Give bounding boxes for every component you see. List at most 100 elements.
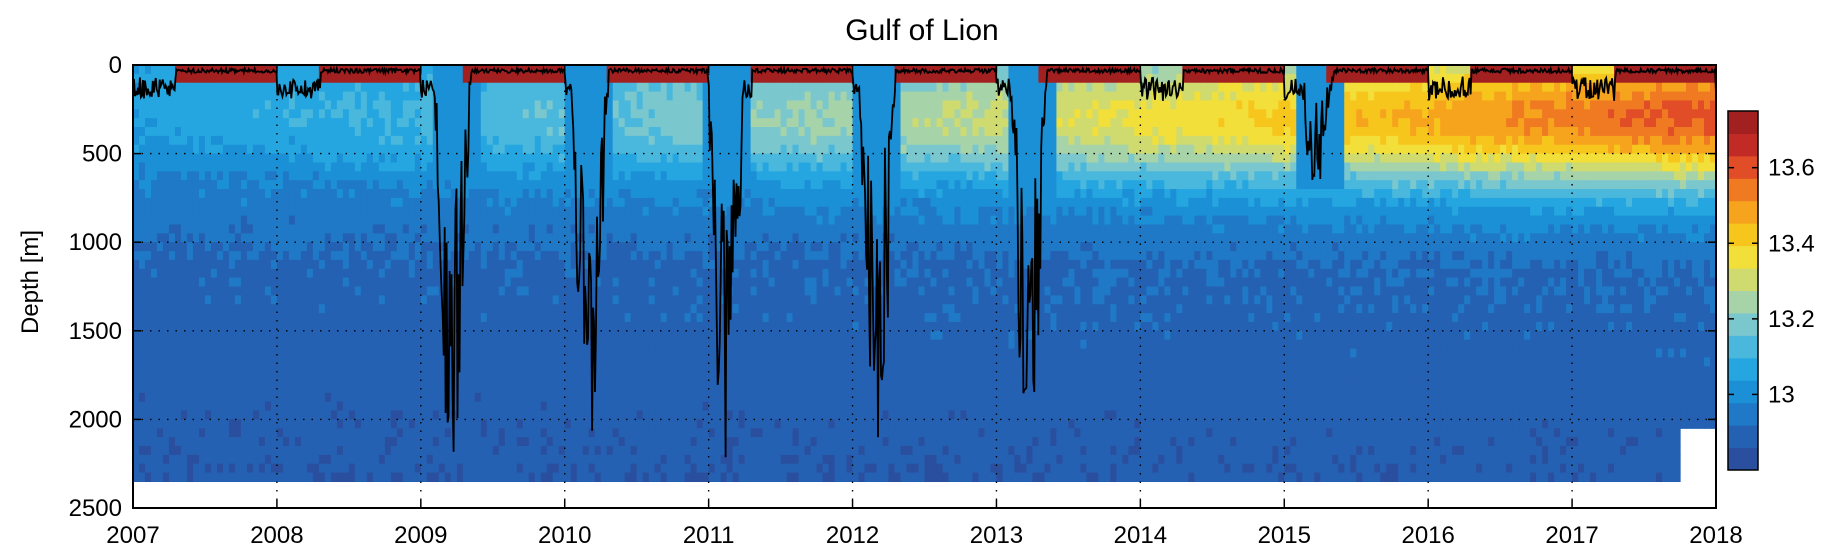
heatmap-cell (546, 189, 554, 199)
heatmap-cell (672, 454, 680, 465)
heatmap-cell (366, 73, 374, 84)
heatmap-cell (600, 224, 608, 234)
heatmap-cell (678, 180, 686, 190)
heatmap-cell (444, 472, 452, 483)
heatmap-cell (690, 286, 698, 296)
heatmap-cell (402, 401, 410, 412)
heatmap-cell (678, 410, 686, 420)
heatmap-cell (156, 304, 164, 314)
heatmap-cell (168, 91, 176, 102)
heatmap-cell (276, 100, 284, 110)
heatmap-cell (264, 330, 272, 341)
heatmap-cell (570, 445, 578, 456)
heatmap-cell (438, 91, 446, 102)
heatmap-cell (168, 445, 176, 456)
heatmap-cell (204, 437, 212, 447)
heatmap-cell (510, 339, 518, 350)
heatmap-cell (264, 82, 272, 93)
heatmap-cell (720, 410, 728, 420)
heatmap-cell (612, 135, 620, 146)
heatmap-cell (570, 419, 578, 429)
heatmap-cell (612, 472, 620, 483)
heatmap-cell (486, 206, 494, 217)
heatmap-cell (258, 109, 266, 119)
heatmap-cell (750, 215, 758, 226)
heatmap-cell (270, 180, 278, 190)
heatmap-cell (336, 295, 344, 305)
heatmap-cell (456, 419, 464, 429)
heatmap-cell (216, 144, 224, 155)
heatmap-cell (666, 153, 674, 164)
heatmap-cell (498, 215, 506, 226)
heatmap-cell (702, 171, 710, 181)
heatmap-cell (139, 259, 146, 270)
heatmap-cell (492, 189, 500, 199)
heatmap-cell (678, 215, 686, 226)
heatmap-cell (276, 313, 284, 323)
heatmap-cell (438, 437, 446, 447)
heatmap-cell (204, 118, 212, 128)
heatmap-cell (162, 180, 170, 190)
heatmap-cell (354, 321, 362, 332)
heatmap-cell (378, 348, 386, 358)
heatmap-cell (684, 392, 692, 403)
heatmap-cell (630, 295, 638, 305)
heatmap-cell (240, 73, 248, 84)
heatmap-cell (210, 82, 218, 93)
heatmap-cell (576, 357, 584, 367)
heatmap-cell (414, 197, 422, 208)
heatmap-cell (216, 375, 224, 385)
heatmap-cell (234, 127, 242, 137)
heatmap-cell (288, 109, 296, 119)
heatmap-cell (678, 73, 686, 84)
heatmap-cell (444, 330, 452, 341)
heatmap-cell (696, 215, 704, 226)
heatmap-cell (618, 215, 626, 226)
heatmap-cell (552, 428, 560, 438)
heatmap-cell (312, 118, 320, 128)
heatmap-cell (366, 189, 374, 199)
heatmap-cell (738, 180, 746, 190)
heatmap-cell (708, 286, 716, 296)
heatmap-cell (198, 437, 206, 447)
heatmap-cell (534, 224, 542, 234)
heatmap-cell (534, 215, 542, 226)
heatmap-cell (570, 189, 578, 199)
heatmap-cell (258, 339, 266, 350)
heatmap-cell (630, 251, 638, 261)
heatmap-cell (162, 357, 170, 367)
heatmap-cell (426, 82, 434, 93)
heatmap-cell (708, 215, 716, 226)
heatmap-cell (708, 295, 716, 305)
heatmap-cell (528, 463, 536, 474)
heatmap-cell (294, 383, 302, 394)
heatmap-cell (558, 348, 566, 358)
heatmap-cell (246, 445, 254, 456)
heatmap-cell (162, 304, 170, 314)
heatmap-cell (438, 401, 446, 412)
heatmap-cell (552, 437, 560, 447)
heatmap-cell (432, 330, 440, 341)
heatmap-cell (144, 463, 152, 474)
heatmap-cell (540, 206, 548, 217)
heatmap-cell (702, 410, 710, 420)
heatmap-cell (342, 321, 350, 332)
heatmap-cell (408, 277, 416, 288)
heatmap-cell (384, 109, 392, 119)
heatmap-cell (139, 339, 146, 350)
heatmap-cell (690, 224, 698, 234)
heatmap-cell (702, 454, 710, 465)
heatmap-cell (270, 330, 278, 341)
heatmap-cell (564, 153, 572, 164)
heatmap-cell (156, 109, 164, 119)
heatmap-cell (684, 197, 692, 208)
heatmap-cell (312, 73, 320, 84)
heatmap-cell (222, 135, 230, 146)
heatmap-cell (546, 437, 554, 447)
heatmap-cell (486, 445, 494, 456)
heatmap-cell (492, 428, 500, 438)
heatmap-cell (636, 383, 644, 394)
heatmap-cell (756, 454, 764, 465)
heatmap-cell (162, 251, 170, 261)
heatmap-cell (402, 472, 410, 483)
